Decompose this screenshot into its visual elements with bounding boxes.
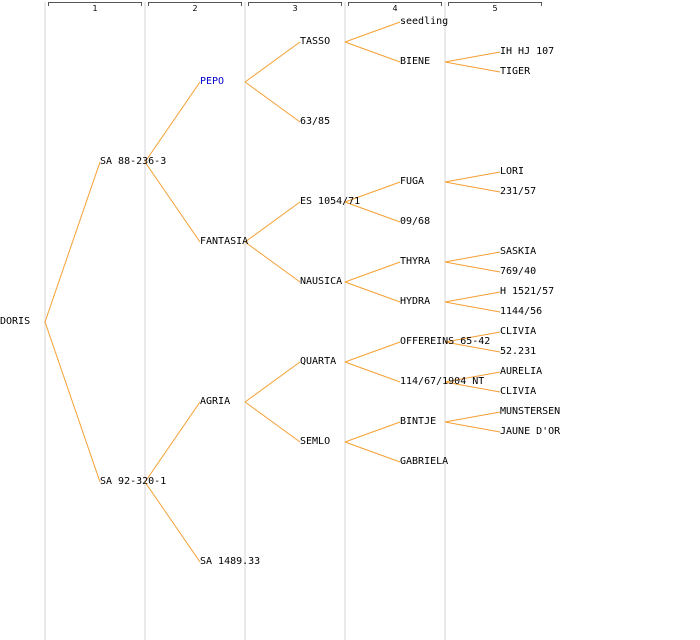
ancestor-d4[interactable]: THYRA [400, 256, 431, 267]
pedigree-link [444, 51, 501, 63]
ancestor-d4[interactable]: 09/68 [400, 216, 431, 227]
ancestor-d3[interactable]: NAUSICA [300, 276, 343, 287]
ancestor-d5[interactable]: SASKIA [500, 246, 537, 257]
generation-bracket-1 [48, 2, 142, 6]
pedigree-link [244, 201, 301, 243]
ancestor-d5[interactable]: 1144/56 [500, 306, 543, 317]
ancestor-d4[interactable]: seedling [400, 16, 449, 27]
generation-bracket-2 [148, 2, 242, 6]
ancestor-d5[interactable]: 231/57 [500, 186, 537, 197]
generation-header-2: 2 [192, 4, 198, 13]
pedigree-link [444, 381, 501, 393]
pedigree-link [244, 241, 301, 283]
pedigree-link [144, 481, 201, 563]
ancestor-d5[interactable]: TIGER [500, 66, 531, 77]
pedigree-link [444, 291, 501, 303]
ancestor-d5[interactable]: CLIVIA [500, 326, 537, 337]
ancestor-d2[interactable]: PEPO [200, 76, 225, 87]
generation-header-1: 1 [92, 4, 98, 13]
ancestor-d4[interactable]: BIENE [400, 56, 431, 67]
pedigree-link [344, 181, 401, 203]
pedigree-link [444, 171, 501, 183]
ancestor-d3[interactable]: ES 1054/71 [300, 196, 361, 207]
ancestor-d4[interactable]: HYDRA [400, 296, 431, 307]
pedigree-link [144, 161, 201, 243]
pedigree-link [444, 341, 501, 353]
pedigree-link [444, 61, 501, 73]
pedigree-link [244, 81, 301, 123]
pedigree-link [444, 331, 501, 343]
ancestor-d4[interactable]: FUGA [400, 176, 425, 187]
ancestor-d4[interactable]: BINTJE [400, 416, 437, 427]
ancestor-d5[interactable]: 52.231 [500, 346, 537, 357]
pedigree-link [344, 261, 401, 283]
ancestor-d5[interactable]: JAUNE D'OR [500, 426, 561, 437]
ancestor-d4[interactable]: 114/67/1904 NT [400, 376, 485, 387]
pedigree-link [444, 251, 501, 263]
pedigree-link [444, 411, 501, 423]
ancestor-d3[interactable]: TASSO [300, 36, 331, 47]
ancestor-d5[interactable]: MUNSTERSEN [500, 406, 561, 417]
ancestor-d2[interactable]: AGRIA [200, 396, 231, 407]
ancestor-d2[interactable]: FANTASIA [200, 236, 249, 247]
root-variety[interactable]: DORIS [0, 316, 31, 327]
ancestor-d3[interactable]: QUARTA [300, 356, 337, 367]
generation-header-4: 4 [392, 4, 398, 13]
pedigree-link [44, 321, 101, 483]
pedigree-link [444, 421, 501, 433]
ancestor-d5[interactable]: 769/40 [500, 266, 537, 277]
pedigree-link [344, 361, 401, 383]
pedigree-link [144, 401, 201, 483]
ancestor-d5[interactable]: AURELIA [500, 366, 543, 377]
pedigree-link [144, 81, 201, 163]
generation-bracket-4 [348, 2, 442, 6]
ancestor-d5[interactable]: CLIVIA [500, 386, 537, 397]
ancestor-d3[interactable]: 63/85 [300, 116, 331, 127]
pedigree-link [344, 41, 401, 63]
ancestor-d1[interactable]: SA 92-320-1 [100, 476, 167, 487]
pedigree-link [444, 301, 501, 313]
ancestor-d2[interactable]: SA 1489.33 [200, 556, 261, 567]
pedigree-link [344, 441, 401, 463]
pedigree-link [344, 201, 401, 223]
pedigree-link [444, 181, 501, 193]
generation-header-3: 3 [292, 4, 298, 13]
pedigree-link [44, 161, 101, 323]
ancestor-d4[interactable]: OFFEREINS 65-42 [400, 336, 491, 347]
pedigree-link [344, 341, 401, 363]
pedigree-link [344, 281, 401, 303]
pedigree-link [244, 41, 301, 83]
generation-bracket-3 [248, 2, 342, 6]
ancestor-d5[interactable]: H 1521/57 [500, 286, 555, 297]
generation-header-5: 5 [492, 4, 498, 13]
ancestor-d1[interactable]: SA 88-236-3 [100, 156, 167, 167]
generation-bracket-5 [448, 2, 542, 6]
ancestor-d5[interactable]: LORI [500, 166, 525, 177]
ancestor-d3[interactable]: SEMLO [300, 436, 331, 447]
pedigree-link [444, 371, 501, 383]
pedigree-link [244, 401, 301, 443]
pedigree-link [444, 261, 501, 273]
ancestor-d4[interactable]: GABRIELA [400, 456, 449, 467]
pedigree-link [344, 21, 401, 43]
ancestor-d5[interactable]: IH HJ 107 [500, 46, 555, 57]
pedigree-link [244, 361, 301, 403]
pedigree-link [344, 421, 401, 443]
